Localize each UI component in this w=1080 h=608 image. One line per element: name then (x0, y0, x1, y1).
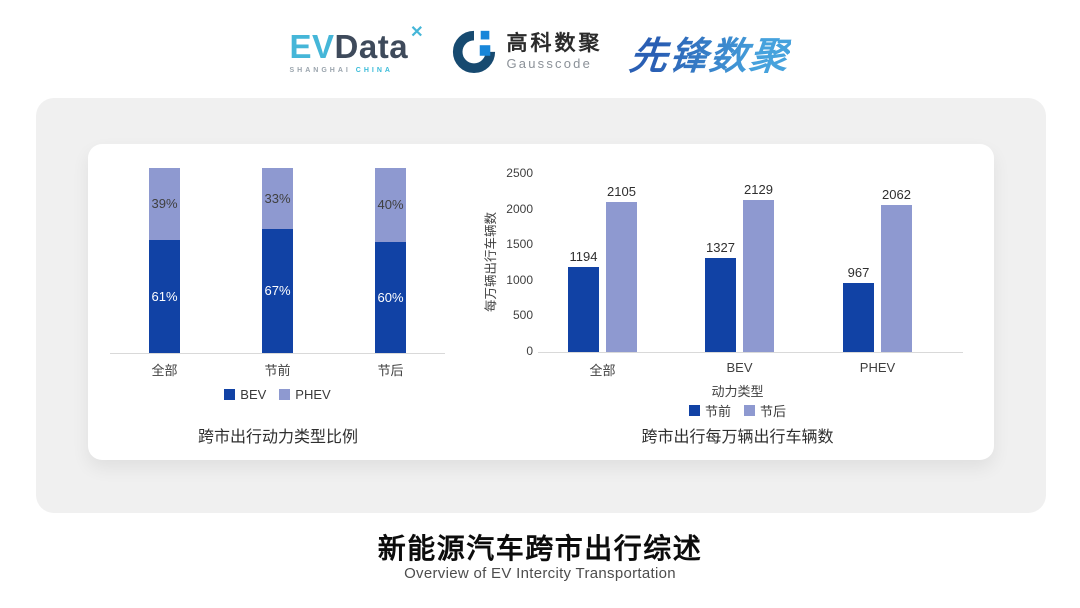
evdata-ev-text: EV (289, 28, 335, 65)
x-category-label: PHEV (859, 360, 896, 375)
legend-item: 节前 (688, 401, 731, 420)
legend-item: BEV (224, 387, 266, 402)
page-subtitle: Overview of EV Intercity Transportation (404, 565, 676, 582)
evdata-logo: EV Data ✕ SHANGHAI CHINA (289, 25, 424, 75)
legend-label: BEV (240, 387, 267, 402)
bar-value-label: 67% (264, 283, 291, 298)
legend-item: PHEV (279, 387, 331, 402)
x-category-label: 节前 (264, 363, 291, 378)
pioneer-data-logo: 先锋数聚 (628, 25, 794, 80)
evdata-data-text: Data (334, 28, 409, 65)
gausscode-text: 高科数聚 Gausscode (506, 33, 602, 71)
left-chart-title: 跨市出行动力类型比例 (197, 429, 358, 446)
bar-segment-bev (375, 242, 406, 353)
bar-value-label: 967 (847, 265, 870, 280)
bar-post-holiday (606, 202, 637, 352)
bar-value-label: 39% (151, 196, 178, 211)
x-category-label: 全部 (589, 363, 616, 378)
legend-swatch (744, 405, 755, 416)
bar-value-label: 40% (377, 197, 404, 212)
header: EV Data ✕ SHANGHAI CHINA 高科数聚 Gausscode … (0, 20, 1080, 84)
y-tick-label: 1000 (506, 272, 533, 287)
bar-value-label: 1327 (706, 240, 735, 255)
legend-label: 节前 (704, 404, 731, 419)
x-category-label: 节后 (377, 363, 404, 378)
legend-item: 节后 (744, 401, 786, 420)
left-chart-axis-line (110, 353, 445, 354)
bar-segment-phev (375, 168, 406, 242)
y-tick-label: 2000 (506, 201, 533, 216)
gausscode-logo: 高科数聚 Gausscode (451, 27, 602, 78)
page-title: 新能源汽车跨市出行综述 (377, 533, 703, 564)
gausscode-cn-text: 高科数聚 (506, 32, 603, 56)
y-tick-label: 2500 (506, 166, 533, 180)
bar-value-label: 2129 (744, 182, 773, 197)
evdata-spark-icon: ✕ (410, 24, 424, 41)
charts-panel: 39% 61% 全部 33% 67% 节前 40% 60% 节后 BEV PHEV 跨市出行动力类型比… (88, 144, 994, 460)
bar-value-label: 61% (151, 288, 178, 304)
gausscode-en-text: Gausscode (506, 56, 593, 72)
evdata-sub-shanghai: SHANGHAI (289, 67, 351, 74)
bar-post-holiday (743, 200, 774, 352)
y-tick-label: 500 (512, 308, 533, 323)
evdata-subtext: SHANGHAI CHINA (290, 67, 424, 74)
y-axis-label: 每万辆出行车辆数 (484, 212, 498, 313)
dashboard-card: 39% 61% 全部 33% 67% 节前 40% 60% 节后 BEV PHEV 跨市出行动力类型比… (36, 98, 1046, 513)
bar-segment-phev (149, 168, 180, 240)
bar-segment-bev (149, 240, 180, 353)
legend-swatch (224, 389, 236, 400)
gausscode-g-icon (451, 27, 497, 78)
bar-value-label: 33% (264, 190, 291, 206)
x-category-label: BEV (726, 360, 753, 375)
right-chart-axis-line (538, 352, 963, 353)
bar-pre-holiday (843, 283, 874, 352)
bar-segment-phev (262, 168, 293, 229)
legend-swatch (688, 405, 700, 416)
bar-value-label: 1194 (569, 249, 598, 264)
x-axis-label: 动力类型 (711, 384, 764, 399)
legend-label: PHEV (295, 387, 331, 402)
bar-value-label: 2105 (607, 184, 636, 199)
bar-pre-holiday (705, 258, 736, 352)
x-category-label: 全部 (151, 363, 178, 378)
evdata-sub-china: CHINA (355, 67, 393, 74)
legend-label: 节后 (760, 404, 787, 419)
evdata-wordmark: EV Data ✕ (289, 25, 424, 65)
bar-segment-bev (262, 229, 293, 353)
right-chart-legend: 节前 节后 (525, 401, 950, 420)
bar-value-label: 2062 (882, 187, 911, 202)
y-tick-label: 1500 (506, 237, 533, 252)
y-tick-label: 0 (526, 344, 533, 358)
legend-swatch (279, 389, 291, 400)
bar-pre-holiday (568, 267, 599, 352)
bar-value-label: 60% (377, 289, 404, 305)
left-chart-legend: BEV PHEV (110, 387, 445, 402)
bar-post-holiday (881, 205, 912, 352)
right-chart-title: 跨市出行每万辆出行车辆数 (641, 429, 834, 446)
